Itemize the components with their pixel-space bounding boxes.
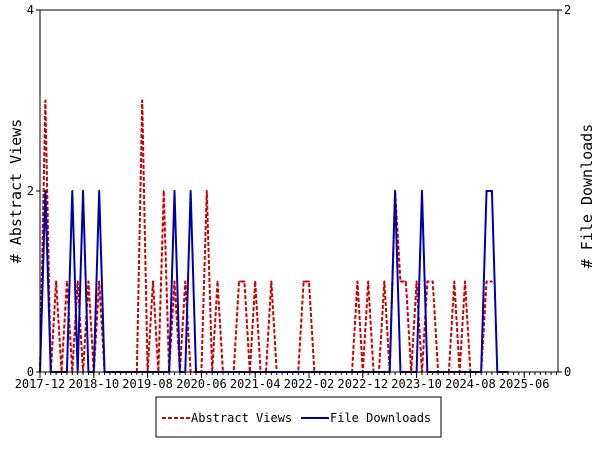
y-axis-title-left: # Abstract Views — [7, 119, 25, 264]
y-axis-title-right: # File Downloads — [578, 124, 596, 269]
data-point-abstract-views — [302, 280, 305, 283]
data-point-abstract-views — [44, 99, 47, 102]
x-tick-label: 2018-10 — [69, 377, 120, 391]
data-point-abstract-views — [76, 280, 79, 283]
data-point-file-downloads — [394, 190, 396, 192]
y-tick-label-left: 0 — [27, 365, 34, 379]
x-tick-label: 2024-08 — [445, 377, 496, 391]
data-point-file-downloads — [98, 190, 101, 192]
data-point-file-downloads — [173, 190, 176, 192]
data-point-abstract-views — [66, 280, 68, 283]
data-point-file-downloads — [491, 190, 493, 192]
y-tick-label-left: 2 — [27, 184, 34, 198]
data-point-abstract-views — [426, 280, 429, 283]
data-point-file-downloads — [485, 190, 488, 192]
plot-background — [40, 10, 558, 372]
data-point-abstract-views — [270, 280, 273, 283]
data-point-abstract-views — [491, 280, 493, 283]
x-tick-label: 2019-08 — [122, 377, 173, 391]
data-point-abstract-views — [184, 280, 187, 283]
data-point-file-downloads — [421, 190, 423, 192]
y-tick-label-left: 4 — [27, 3, 34, 17]
data-point-abstract-views — [243, 280, 246, 283]
data-point-abstract-views — [464, 280, 466, 283]
data-point-abstract-views — [431, 280, 434, 283]
legend-label-abstract-views: Abstract Views — [191, 411, 292, 425]
legend-box — [155, 396, 442, 438]
data-point-abstract-views — [55, 280, 58, 283]
data-point-abstract-views — [238, 280, 240, 283]
data-point-abstract-views — [87, 280, 90, 283]
x-tick-label: 2022-12 — [338, 377, 389, 391]
x-tick-label: 2021-04 — [230, 377, 281, 391]
data-point-abstract-views — [404, 280, 407, 283]
data-point-abstract-views — [216, 280, 219, 283]
data-point-abstract-views — [205, 190, 208, 192]
data-point-file-downloads — [71, 190, 74, 192]
data-point-abstract-views — [254, 280, 257, 283]
x-tick-label: 2022-02 — [284, 377, 335, 391]
data-point-abstract-views — [356, 280, 359, 283]
y-tick-label-right: 0 — [564, 365, 571, 379]
data-point-abstract-views — [152, 280, 154, 283]
data-point-abstract-views — [367, 280, 370, 283]
legend: Abstract Views File Downloads — [155, 396, 442, 438]
data-point-abstract-views — [415, 280, 418, 283]
data-point-abstract-views — [141, 99, 144, 102]
data-point-file-downloads — [189, 190, 192, 192]
data-point-abstract-views — [162, 190, 165, 192]
x-tick-label: 2020-06 — [176, 377, 227, 391]
data-point-abstract-views — [399, 280, 402, 283]
data-point-file-downloads — [82, 190, 84, 192]
x-tick-label: 2025-06 — [499, 377, 550, 391]
data-point-abstract-views — [98, 280, 101, 283]
x-tick-label: 2017-12 — [15, 377, 66, 391]
plot-area — [40, 10, 558, 372]
data-point-file-downloads — [44, 190, 47, 192]
data-point-abstract-views — [383, 280, 386, 283]
x-tick-label: 2023-10 — [391, 377, 442, 391]
y-tick-label-right: 2 — [564, 3, 571, 17]
data-point-abstract-views — [453, 280, 456, 283]
legend-label-file-downloads: File Downloads — [330, 411, 431, 425]
data-point-abstract-views — [308, 280, 310, 283]
data-point-abstract-views — [173, 280, 176, 283]
ticks-layer: 0 2 4 0 2 2017-12 2018-10 2019-08 2020-06 2021-04… — [15, 3, 572, 391]
data-point-abstract-views — [485, 280, 488, 283]
